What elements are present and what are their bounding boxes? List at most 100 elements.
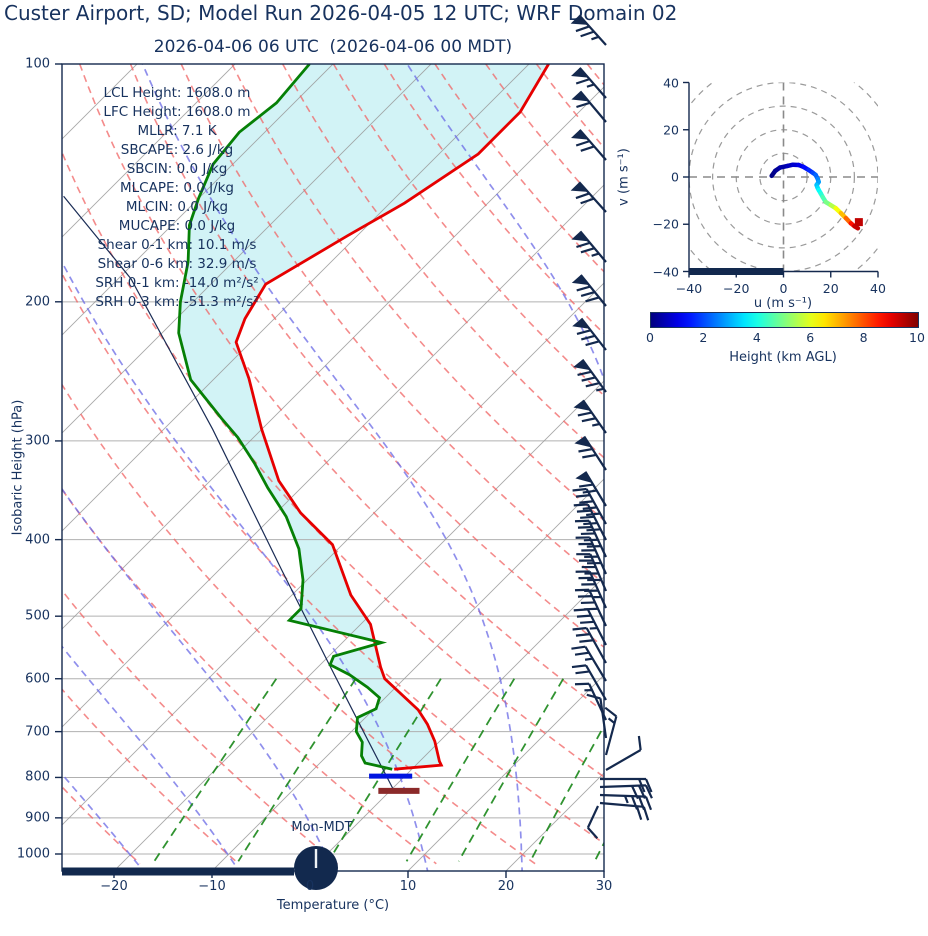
barb-staff <box>599 801 644 808</box>
wind-barb <box>571 645 607 682</box>
barb-full <box>582 489 597 494</box>
barb-full <box>575 536 590 539</box>
moist-adiabat <box>62 487 335 871</box>
mixing-ratio-line <box>405 678 516 862</box>
barb-full <box>635 805 643 820</box>
stat-line: Shear 0-1 km: 10.1 m/s <box>97 237 257 253</box>
barb-half <box>584 657 593 661</box>
colorbar-tick-label: 6 <box>806 330 815 345</box>
barb-half <box>584 688 593 692</box>
barb-full <box>576 614 592 618</box>
barb-full <box>575 570 590 573</box>
dewpoint-depression-fill <box>178 64 549 770</box>
wind-barb <box>573 358 607 393</box>
hodo-v-tick-label: 40 <box>663 75 679 90</box>
hodograph-u-axis-label: u (m s⁻¹) <box>753 296 813 311</box>
hodo-u-tick-label: 20 <box>822 280 839 296</box>
dry-adiabat <box>62 383 536 865</box>
time-marker-label: Mon-MDT <box>291 820 353 835</box>
colorbar-tick-label: 0 <box>646 330 654 345</box>
barb-full <box>637 735 642 751</box>
stat-line: MLCIN: 0.0 J/kg <box>125 199 229 215</box>
dry-adiabat <box>332 64 604 397</box>
barb-full <box>580 515 595 519</box>
page-title: Custer Airport, SD; Model Run 2026-04-05… <box>4 1 678 25</box>
barb-staff <box>599 698 608 739</box>
temperature-tick-label: 0 <box>305 879 315 894</box>
dry-adiabat <box>180 64 604 585</box>
hodo-v-tick-label: 20 <box>663 122 679 138</box>
barb-full <box>576 509 592 513</box>
moist-adiabat <box>62 645 241 871</box>
colorbar-tick-label: 4 <box>752 330 761 345</box>
barb-pennant <box>571 67 589 78</box>
wind-barb <box>586 693 608 739</box>
dry-adiabat <box>62 272 604 845</box>
stats-block: LCL Height: 1608.0 m LFC Height: 1608.0 m… <box>66 84 288 312</box>
barb-half <box>591 35 599 41</box>
stat-line: SBCAPE: 2.6 J/kg <box>120 142 234 158</box>
barb-full <box>581 376 596 382</box>
barb-staff <box>599 784 647 789</box>
wind-barb <box>571 129 607 161</box>
stat-line: LCL Height: 1608.0 m <box>103 85 251 101</box>
hodo-u-tick-label: −20 <box>723 280 750 296</box>
moist-adiabat <box>141 64 523 871</box>
barb-full <box>576 329 591 336</box>
barb-pennant <box>570 182 588 192</box>
barb-full <box>576 101 591 109</box>
pressure-tick-label: 700 <box>25 724 50 740</box>
wind-barbs <box>570 14 653 839</box>
dewpoint-line <box>177 64 393 771</box>
hodograph-trace-segment <box>852 223 861 231</box>
barb-full <box>578 483 594 488</box>
mixing-ratio-line <box>529 724 604 862</box>
barb-full <box>577 594 593 598</box>
dry-adiabat <box>78 64 604 713</box>
temperature-tick-label: −10 <box>198 879 226 894</box>
isotherm-gridline <box>113 380 604 871</box>
barb-full <box>580 197 595 205</box>
barb-pennant <box>573 400 591 411</box>
pressure-tick-label: 800 <box>25 769 50 785</box>
wind-barb <box>571 230 607 263</box>
barb-full <box>642 806 650 821</box>
wind-barb <box>574 588 607 627</box>
barb-half <box>623 795 629 804</box>
barb-full <box>578 576 593 580</box>
night-period-bar <box>62 867 294 876</box>
barb-full <box>582 453 597 459</box>
barb-full <box>580 601 596 605</box>
barb-full <box>575 192 590 200</box>
barb-full <box>581 583 596 586</box>
pressure-axis-label: Isobaric Height (hPa) <box>10 399 26 536</box>
barb-half <box>591 252 600 257</box>
barb-full <box>576 241 591 249</box>
barb-staff <box>579 230 607 263</box>
barb-staff <box>605 749 642 771</box>
barb-full <box>574 651 590 656</box>
barb-full <box>585 340 600 347</box>
dry-adiabat <box>231 64 604 522</box>
barb-full <box>578 559 594 562</box>
pressure-tick-label: 900 <box>25 810 50 826</box>
skewt-background <box>62 64 604 871</box>
mixing-ratio-line <box>457 678 565 862</box>
barb-full <box>585 382 600 388</box>
barb-full <box>577 370 592 377</box>
barb-full <box>581 549 596 552</box>
stat-line: MLLR: 7.1 K <box>137 123 217 139</box>
hodo-v-tick-label: −40 <box>652 264 679 279</box>
barb-full <box>576 553 591 556</box>
temperature-line <box>234 64 550 771</box>
barb-half <box>586 83 595 88</box>
barb-full <box>573 608 588 612</box>
isotherm-gridline <box>62 86 604 630</box>
barb-full <box>580 247 595 254</box>
barb-full <box>574 519 590 523</box>
barb-full <box>579 500 594 504</box>
barb-full <box>575 25 590 33</box>
barb-full <box>644 778 653 793</box>
